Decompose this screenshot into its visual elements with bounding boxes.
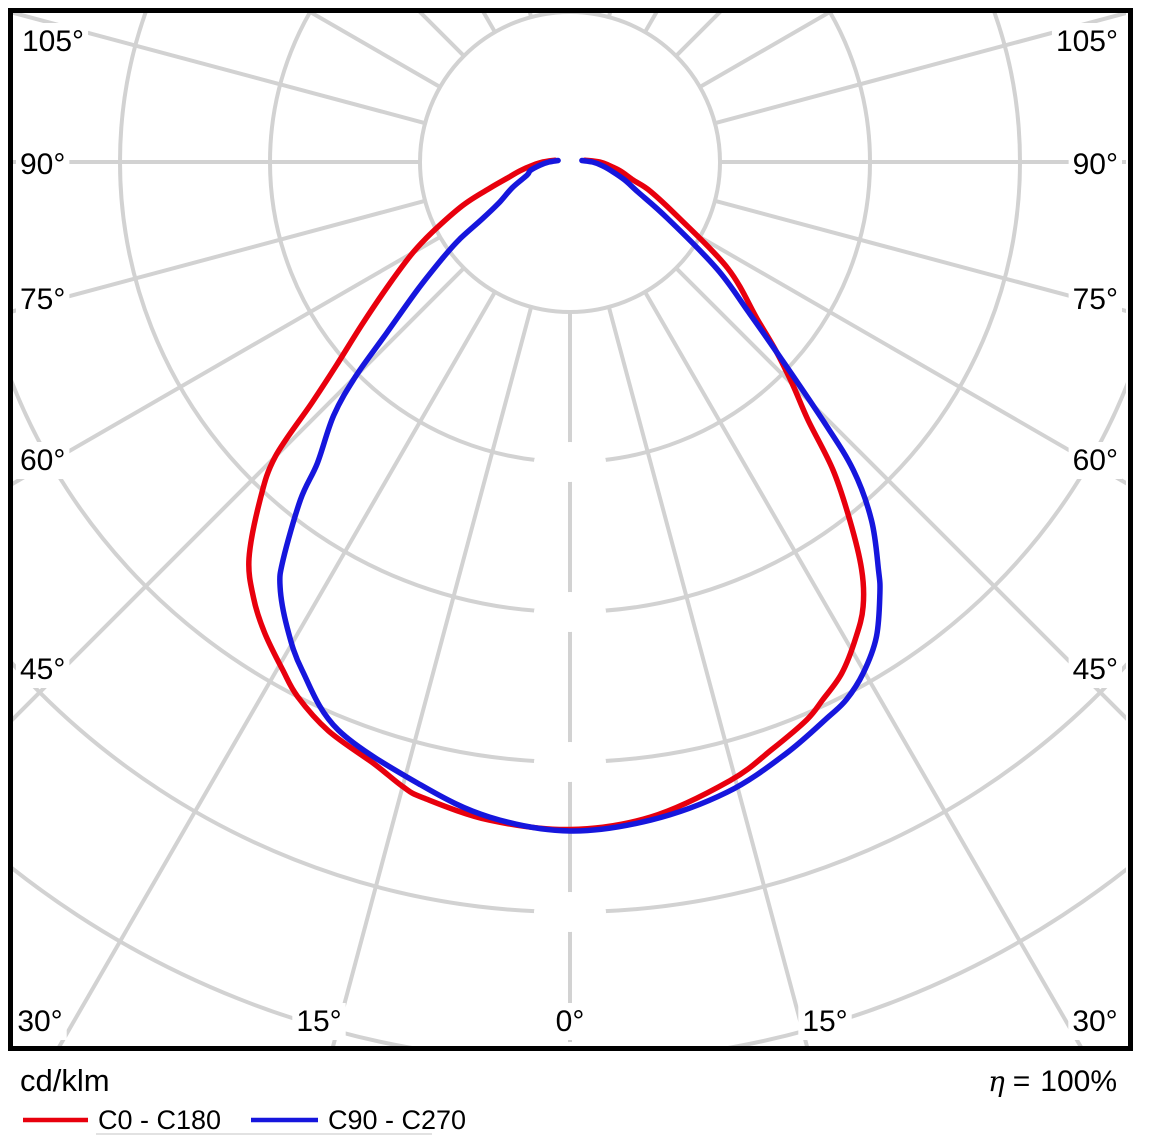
angle-tick-label-bg: [16, 651, 70, 688]
legend-label-c90-c270: C90 - C270: [328, 1105, 466, 1135]
plot-border: [8, 8, 1133, 1051]
axis-blank-label-box: [546, 1042, 594, 1047]
angle-tick-label: 60°: [1073, 444, 1118, 477]
angle-tick-label: 30°: [1072, 1005, 1117, 1038]
angle-tick-label-bg: [1068, 281, 1122, 318]
angle-tick-label: 75°: [20, 283, 65, 316]
angle-tick-label-bg: [1068, 146, 1122, 183]
angle-tick-label: 45°: [1073, 653, 1118, 686]
angle-tick-label-bg: [1068, 1003, 1122, 1040]
radial-gridline: [13, 235, 442, 486]
legend-label-c0-c180: C0 - C180: [98, 1105, 221, 1135]
angle-tick-label: 15°: [296, 1005, 341, 1038]
efficiency-label: η = 100%: [988, 1065, 1117, 1098]
radial-gridline: [643, 290, 1084, 1047]
angle-tick-label: 105°: [1056, 25, 1118, 58]
curve-c90-c270: [277, 157, 883, 834]
efficiency-equals: =: [1013, 1065, 1031, 1098]
angle-tick-label-bg: [1068, 442, 1122, 479]
radial-gridline: [13, 13, 426, 126]
angle-tick-label: 105°: [22, 25, 84, 58]
intensity-curves: [246, 157, 883, 834]
angle-tick-label-bg: [1068, 651, 1122, 688]
efficiency-value: 100%: [1040, 1065, 1117, 1098]
angle-tick-label: 0°: [556, 1005, 585, 1038]
radial-gridline: [698, 235, 1126, 486]
angle-tick-label-bg: [16, 146, 70, 183]
angle-tick-label: 90°: [20, 148, 65, 181]
legend: C0 - C180 C90 - C270: [23, 1105, 466, 1135]
radial-gridline: [56, 290, 497, 1047]
angle-tick-label-bg: [292, 1003, 346, 1040]
radial-gridline: [674, 266, 1126, 721]
radial-gridline: [13, 266, 466, 722]
angle-tick-label: 60°: [20, 444, 65, 477]
angle-tick-label-bg: [13, 1003, 67, 1040]
radial-gridline: [714, 198, 1126, 314]
axis-blank-label-box: [534, 892, 606, 932]
angle-tick-labels: 105° 90° 75° 60° 45° 105° 90° 75° 60° 45° 30° 15° 0°…: [13, 23, 1122, 1040]
angle-tick-label: 45°: [20, 653, 65, 686]
angle-tick-label-bg: [18, 23, 89, 60]
radial-gridline: [714, 13, 1126, 126]
angle-tick-label: 30°: [17, 1005, 62, 1038]
axis-blank-label-box: [534, 742, 606, 782]
eta-symbol: η: [988, 1065, 1005, 1098]
angle-tick-label-bg: [798, 1003, 852, 1040]
radial-gridline: [13, 198, 426, 314]
angle-tick-label: 90°: [1073, 148, 1118, 181]
angle-tick-label-bg: [551, 1003, 589, 1040]
angle-tick-label: 75°: [1073, 283, 1118, 316]
angle-tick-label-bg: [16, 442, 70, 479]
axis-blank-label-box: [534, 592, 606, 632]
units-label: cd/klm: [20, 1063, 110, 1098]
axis-blank-label-box: [534, 442, 606, 482]
angle-tick-label-bg: [16, 281, 70, 318]
footer: cd/klm η = 100% C0 - C180 C90 - C270: [20, 1063, 1117, 1135]
angle-tick-label: 15°: [802, 1005, 847, 1038]
angle-tick-label-bg: [1051, 23, 1122, 60]
